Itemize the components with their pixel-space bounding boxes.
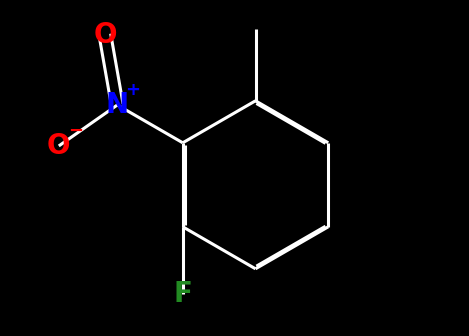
Text: O: O [93, 21, 117, 49]
Text: O: O [47, 132, 70, 160]
Text: F: F [174, 280, 192, 308]
Text: +: + [125, 81, 140, 99]
Text: N: N [106, 91, 129, 119]
Text: −: − [68, 122, 83, 140]
